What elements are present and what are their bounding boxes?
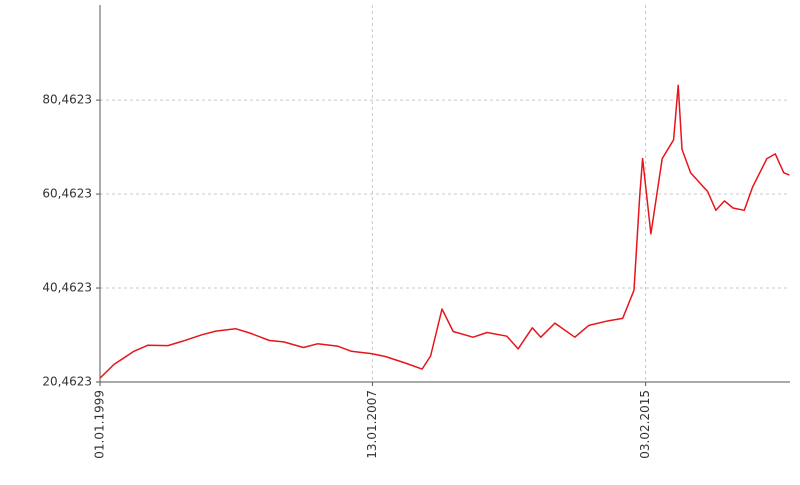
- x-tick-label: 03.02.2015: [638, 390, 652, 459]
- y-tick-label: 80,4623: [42, 93, 92, 107]
- y-tick-label: 20,4623: [42, 375, 92, 389]
- x-tick-label: 01.01.1999: [93, 390, 107, 459]
- line: [99, 84, 790, 379]
- y-tick-label: 40,4623: [42, 281, 92, 295]
- x-tick-label: 13.01.2007: [365, 390, 379, 459]
- y-tick-label: 60,4623: [42, 187, 92, 201]
